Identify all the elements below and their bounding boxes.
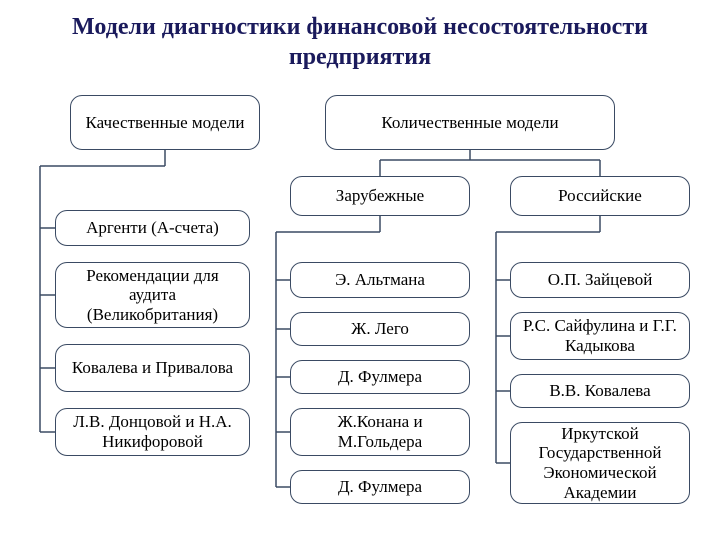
box-fulmer2: Д. Фулмера	[290, 470, 470, 504]
box-russian: Российские	[510, 176, 690, 216]
box-quantitative: Количественные модели	[325, 95, 615, 150]
box-saifulin: Р.С. Сайфулина и Г.Г. Кадыкова	[510, 312, 690, 360]
box-lego: Ж. Лего	[290, 312, 470, 346]
box-fulmer1: Д. Фулмера	[290, 360, 470, 394]
box-foreign: Зарубежные	[290, 176, 470, 216]
box-kovalev: В.В. Ковалева	[510, 374, 690, 408]
box-audit-uk: Рекомендации для аудита (Великобритания)	[55, 262, 250, 328]
box-irkutsk: Иркутской Государственной Экономической …	[510, 422, 690, 504]
box-argenti: Аргенти (А-счета)	[55, 210, 250, 246]
box-kovalev-privalov: Ковалева и Привалова	[55, 344, 250, 392]
diagram-canvas: Модели диагностики финансовой несостояте…	[0, 0, 720, 540]
box-dontsova: Л.В. Донцовой и Н.А. Никифоровой	[55, 408, 250, 456]
box-qualitative: Качественные модели	[70, 95, 260, 150]
box-konan: Ж.Конана и М.Гольдера	[290, 408, 470, 456]
box-altman: Э. Альтмана	[290, 262, 470, 298]
box-zaitseva: О.П. Зайцевой	[510, 262, 690, 298]
diagram-title: Модели диагностики финансовой несостояте…	[0, 12, 720, 72]
